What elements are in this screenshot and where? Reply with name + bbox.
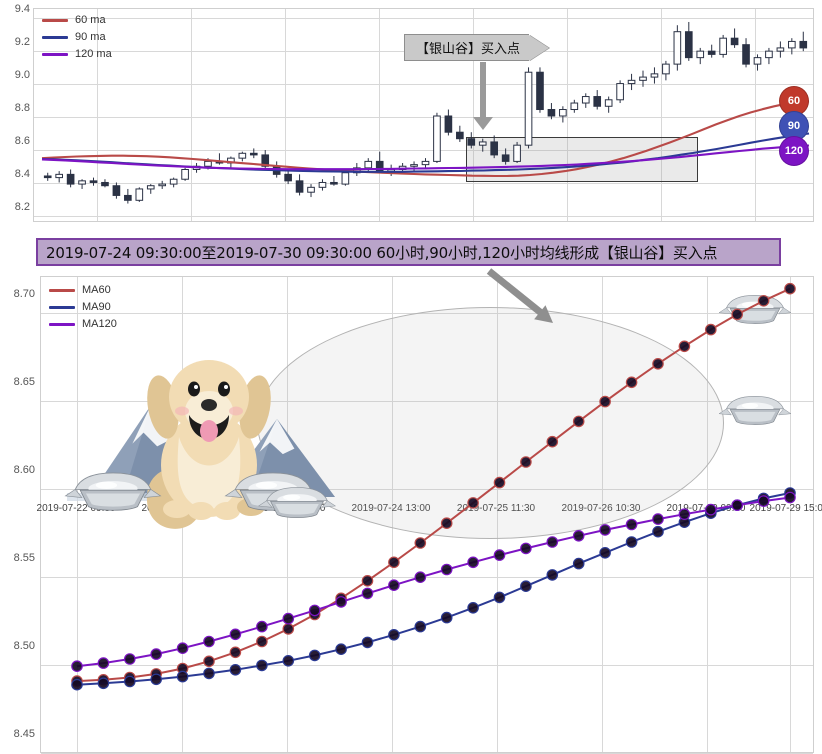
- gridline-v: [191, 9, 192, 221]
- ytick: 9.2: [14, 36, 30, 48]
- annotation-label: 【银山谷】买入点: [416, 42, 521, 57]
- gridline-h: [34, 150, 813, 151]
- legend-swatch-90ma: [42, 36, 68, 39]
- gridline-v: [285, 9, 286, 221]
- bottom-plot-area: [40, 268, 814, 754]
- bottom-ma-panel: 8.70 8.65 8.60 8.55 8.50 8.45 2019-07-22…: [0, 258, 822, 754]
- legend-label: 60 ma: [75, 14, 106, 26]
- gridline-v: [473, 9, 474, 221]
- gridline-v: [755, 9, 756, 221]
- ytick: 8.55: [13, 552, 35, 564]
- highlight-ellipse: [257, 307, 724, 539]
- legend-label: 90 ma: [75, 31, 106, 43]
- legend-item: MA90: [49, 300, 117, 315]
- ytick: 8.70: [13, 288, 35, 300]
- gridline-v: [379, 9, 380, 221]
- annotation-arrow-head-icon: [529, 34, 550, 61]
- down-arrow-icon: [473, 62, 493, 130]
- top-chart-legend: 60 ma 90 ma 120 ma: [42, 13, 112, 64]
- buy-point-annotation: 【银山谷】买入点: [404, 34, 550, 61]
- ytick: 8.8: [14, 102, 30, 114]
- legend-item: MA60: [49, 283, 117, 298]
- legend-label: MA60: [82, 284, 111, 296]
- ytick: 8.45: [13, 728, 35, 740]
- legend-swatch-120ma: [42, 53, 68, 56]
- gridline-h: [34, 183, 813, 184]
- ytick: 9.0: [14, 69, 30, 81]
- gridline-v: [790, 277, 791, 752]
- legend-item: MA120: [49, 317, 117, 332]
- legend-swatch-60ma: [42, 19, 68, 22]
- legend-item: 60 ma: [42, 13, 112, 28]
- legend-swatch-ma120: [49, 323, 75, 326]
- bottom-chart-legend: MA60 MA90 MA120: [49, 283, 117, 334]
- badge-label: 120: [784, 145, 804, 157]
- ytick: 9.4: [14, 3, 30, 15]
- gridline-v: [567, 9, 568, 221]
- gridline-v: [97, 9, 98, 221]
- legend-item: 90 ma: [42, 30, 112, 45]
- badge-label: 90: [787, 120, 801, 132]
- annotation-body: 【银山谷】买入点: [404, 34, 530, 61]
- ytick: 8.60: [13, 464, 35, 476]
- gridline-h: [34, 216, 813, 217]
- gridline-h: [34, 117, 813, 118]
- legend-swatch-ma90: [49, 306, 75, 309]
- gridline-v: [77, 277, 78, 752]
- bottom-chart-canvas: [71, 268, 796, 691]
- ytick: 8.6: [14, 135, 30, 147]
- ytick: 8.4: [14, 168, 30, 180]
- ytick: 8.65: [13, 376, 35, 388]
- xtick: 2019-07-22 09:30: [36, 503, 116, 514]
- gridline-h: [34, 84, 813, 85]
- legend-item: 120 ma: [42, 47, 112, 62]
- top-candlestick-panel: 9.4 9.2 9.0 8.8 8.6 8.4 8.2 60 ma 90 ma …: [0, 0, 822, 232]
- ytick: 8.2: [14, 201, 30, 213]
- gridline-h: [34, 18, 813, 19]
- legend-label: MA90: [82, 301, 111, 313]
- ma120-badge: 120: [779, 136, 809, 166]
- top-chart-canvas: [41, 21, 810, 204]
- ytick: 8.50: [13, 640, 35, 652]
- legend-label: 120 ma: [75, 48, 112, 60]
- xtick: 2019-07-29 15:00: [749, 503, 822, 514]
- gridline-v: [661, 9, 662, 221]
- legend-label: MA120: [82, 318, 117, 330]
- title-text: 2019-07-24 09:30:00至2019-07-30 09:30:00 …: [46, 243, 718, 262]
- title-banner: 2019-07-24 09:30:00至2019-07-30 09:30:00 …: [36, 238, 781, 266]
- badge-label: 60: [787, 95, 801, 107]
- legend-swatch-ma60: [49, 289, 75, 292]
- decoration-layer: [64, 295, 792, 529]
